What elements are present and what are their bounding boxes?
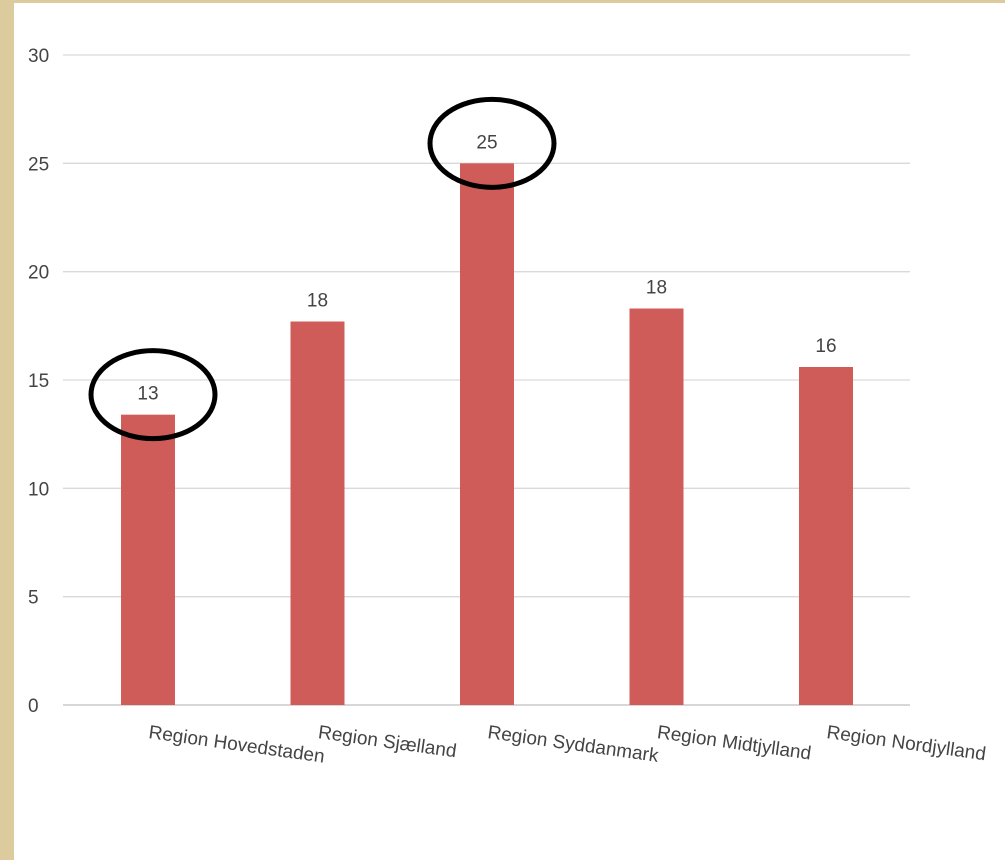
frame-left-border <box>0 0 14 860</box>
data-label: 16 <box>815 336 836 357</box>
bar-region-sj-lland <box>290 321 345 705</box>
bar-region-midtjylland <box>629 308 684 705</box>
highlight-ring <box>427 96 557 190</box>
y-tick-label: 15 <box>28 371 49 392</box>
bars <box>121 163 853 706</box>
data-label: 18 <box>646 278 667 299</box>
frame-top-border <box>0 0 1005 3</box>
y-tick-label: 10 <box>28 479 49 500</box>
highlight-ring <box>88 348 218 442</box>
bar-region-hovedstaden <box>121 414 175 705</box>
category-label: Region Hovedstaden <box>147 722 326 767</box>
bar-region-nordjylland <box>799 367 853 705</box>
data-label: 13 <box>137 384 158 405</box>
data-label: 18 <box>307 291 328 312</box>
highlight-rings <box>88 96 557 442</box>
bar-region-syddanmark <box>460 163 514 706</box>
data-labels: 13 18 25 18 16 <box>137 132 836 404</box>
y-tick-label: 5 <box>28 588 39 609</box>
category-label: Region Midtjylland <box>656 722 813 764</box>
y-axis-ticks: 0 5 10 15 20 25 30 <box>28 46 49 717</box>
y-tick-label: 20 <box>28 263 49 284</box>
category-label: Region Nordjylland <box>825 722 987 765</box>
y-tick-label: 25 <box>28 154 49 175</box>
category-label: Region Sjælland <box>317 722 458 762</box>
y-tick-label: 30 <box>28 46 49 67</box>
data-label: 25 <box>476 132 497 153</box>
category-label: Region Syddanmark <box>486 722 660 767</box>
y-tick-label: 0 <box>28 696 39 717</box>
